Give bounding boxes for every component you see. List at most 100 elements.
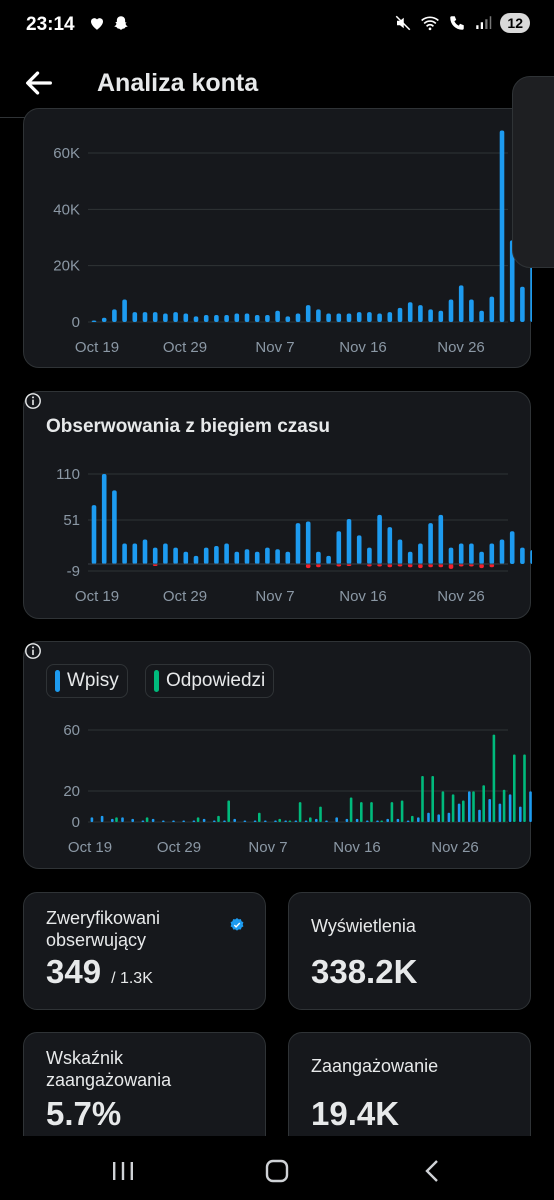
followers-gained-bar [326, 555, 331, 564]
back-arrow-icon[interactable] [22, 66, 56, 100]
posts-bar [151, 818, 155, 822]
followers-gained-bar [254, 551, 260, 564]
posts-bar [213, 820, 216, 822]
y-tick-label: -9 [67, 563, 80, 580]
followers-gained-bar [285, 551, 291, 564]
posts-bar [243, 820, 247, 822]
impressions-bar [458, 285, 464, 322]
x-tick-label: Oct 19 [68, 839, 112, 856]
engagement-rate-card[interactable]: Wskaźnik zaangażowania 5.7% [23, 1032, 266, 1150]
posts-bar [315, 818, 318, 822]
replies-bar [217, 815, 220, 822]
legend-replies-label: Odpowiedzi [166, 670, 266, 691]
replies-bar [513, 754, 516, 822]
followers-lost-bar [377, 564, 382, 567]
followers-chart[interactable]: 110 51 -9 Oct 19 Oct 29 Nov 7 Nov 16 Nov 26 [24, 392, 532, 620]
impressions-bar [305, 305, 311, 322]
followers-gained-bar [530, 550, 532, 564]
impressions-bar [173, 312, 178, 322]
home-icon[interactable] [262, 1156, 292, 1186]
posts-bar [111, 818, 114, 822]
x-tick-label: Nov 7 [255, 339, 294, 356]
posts-bar [121, 817, 124, 822]
posts-bar [233, 818, 236, 822]
replies-bar [380, 820, 383, 822]
followers-gained-bar [265, 547, 270, 564]
mute-icon [396, 15, 411, 31]
posts-bar [376, 820, 379, 822]
posts-bar [162, 820, 165, 822]
followers-gained-bar [295, 523, 301, 564]
followers-gained-bar [234, 551, 240, 564]
posts-bar [478, 809, 481, 822]
impressions-bar [101, 317, 107, 322]
posts-bar [529, 791, 532, 822]
legend-posts[interactable]: Wpisy [46, 664, 128, 698]
x-tick-label: Oct 29 [163, 588, 207, 605]
impressions-bar [469, 299, 474, 322]
signal-icon [476, 16, 492, 29]
posts-bar [437, 814, 440, 822]
followers-gained-bar [499, 539, 505, 564]
followers-gained-bar [407, 551, 413, 564]
verified-badge-icon [230, 918, 244, 931]
posts-bar [366, 820, 369, 822]
x-tick-label: Nov 16 [339, 588, 387, 605]
replies-bar [421, 776, 424, 822]
replies-bar [390, 802, 394, 822]
replies-bar [319, 806, 322, 822]
impressions-bar [285, 316, 291, 322]
impressions-bar [234, 313, 240, 322]
impressions-bar [152, 312, 158, 322]
posts-bar [100, 815, 104, 822]
replies-bar [360, 802, 363, 822]
replies-bar [227, 800, 230, 822]
engagement-rate-value: 5.7% [46, 1095, 122, 1132]
posts-bar [131, 818, 134, 822]
posts-bar [488, 799, 491, 822]
posts-chart[interactable]: 60 20 0 Oct 19 Oct 29 Nov 7 Nov 16 Nov 26 [24, 642, 532, 870]
posts-bar [468, 791, 471, 822]
info-icon[interactable] [24, 642, 42, 660]
legend-replies[interactable]: Odpowiedzi [145, 664, 275, 698]
impressions-bar [203, 314, 209, 322]
status-time: 23:14 [26, 14, 75, 35]
impressions-bar [142, 312, 148, 322]
posts-bar [141, 820, 145, 822]
followers-lost-bar [367, 564, 372, 567]
followers-gained-bar [193, 555, 199, 564]
followers-lost-bar [407, 564, 413, 568]
wifi-calling-icon [450, 16, 465, 30]
replies-bar [145, 817, 149, 822]
verified-followers-card[interactable]: Zweryfikowani obserwujący 349 / 1.3K [23, 892, 266, 1010]
followers-gained-bar [377, 514, 382, 564]
followers-gained-bar [122, 543, 127, 564]
replies-bar [309, 817, 312, 822]
followers-gained-bar [509, 531, 515, 564]
impressions-bar [275, 310, 280, 322]
impressions-bar [367, 312, 372, 322]
followers-lost-bar [458, 564, 464, 567]
followers-gained-bar [224, 543, 229, 564]
wifi-icon [421, 16, 440, 31]
recent-apps-icon[interactable] [108, 1156, 138, 1186]
views-card[interactable]: Wyświetlenia 338.2K [288, 892, 531, 1010]
verified-followers-total: / 1.3K [111, 970, 153, 987]
impressions-chart[interactable]: 60K 40K 20K 0 Oct 19 Oct 29 Nov 7 Nov 16 Nov 26 [24, 109, 532, 369]
posts-bar [274, 820, 277, 822]
followers-gained-bar [448, 547, 454, 564]
y-tick-label: 60 [63, 722, 80, 739]
impressions-bar [265, 314, 270, 322]
side-panel-tab[interactable] [512, 76, 554, 268]
impressions-bar [214, 314, 219, 322]
back-icon[interactable] [418, 1156, 448, 1186]
info-icon[interactable] [24, 392, 42, 410]
followers-gained-bar [214, 546, 219, 564]
engagement-card[interactable]: Zaangażowanie 19.4K [288, 1032, 531, 1150]
followers-chart-title: Obserwowania z biegiem czasu [46, 416, 331, 437]
posts-bar [284, 820, 287, 822]
replies-bar [298, 802, 302, 822]
followers-gained-bar [183, 551, 189, 564]
posts-bar [498, 803, 502, 822]
legend-posts-label: Wpisy [67, 670, 119, 691]
